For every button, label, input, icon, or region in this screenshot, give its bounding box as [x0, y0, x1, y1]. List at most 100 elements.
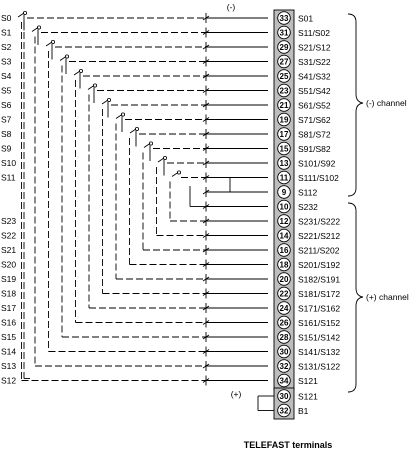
terminal-number: 31 [280, 29, 289, 38]
terminal-number: 15 [280, 145, 289, 154]
switch-knob [121, 112, 126, 117]
switch-knob [162, 155, 167, 160]
terminal-number: 18 [280, 261, 289, 270]
terminal-circle [277, 243, 291, 257]
channel-label-plus: S16 [1, 318, 16, 328]
switch-contact [17, 12, 25, 18]
terminal-label: S231/S222 [298, 217, 340, 227]
channel-label-plus: S12 [1, 376, 16, 386]
terminal-circle [277, 214, 291, 228]
channel-label-minus: S11 [1, 173, 16, 183]
channel-label-plus: S22 [1, 231, 16, 241]
channel-label-plus: S14 [1, 347, 16, 357]
terminal-circle [277, 199, 291, 214]
channel-label-minus: S2 [1, 42, 12, 52]
terminal-number: 14 [280, 232, 289, 241]
terminal-circle [277, 112, 291, 127]
terminal-circle [277, 286, 291, 301]
terminal-label: B1 [298, 406, 309, 416]
plus-channel-label: (+) channel [366, 292, 409, 302]
terminal-number: 25 [280, 72, 289, 81]
terminal-label: S211/S202 [298, 246, 340, 256]
caption: TELEFAST terminals [244, 440, 333, 450]
terminal-label: S161/S152 [298, 318, 340, 328]
terminal-label: S232 [298, 202, 318, 212]
terminal-number: 9 [282, 188, 287, 197]
switch-contact [171, 172, 179, 177]
channel-label-minus: S7 [1, 115, 12, 125]
switch-knob [65, 54, 70, 59]
switch-contact [31, 27, 39, 32]
terminal-number: 13 [280, 159, 289, 168]
terminal-number: 30 [280, 392, 289, 401]
terminal-label: S181/S172 [298, 289, 340, 299]
switch-contact [115, 114, 123, 119]
terminal-circle [277, 54, 291, 69]
terminal-number: 32 [280, 407, 289, 416]
terminal-circle [277, 170, 291, 185]
terminal-label: S21/S12 [298, 43, 331, 53]
channel-label-minus: S5 [1, 86, 12, 96]
top-polarity-label: (-) [227, 2, 236, 12]
terminal-circle [277, 156, 291, 170]
terminal-circle [277, 83, 291, 98]
terminal-number: 29 [280, 43, 289, 52]
terminal-circle [277, 69, 291, 83]
terminal-number: 20 [280, 275, 289, 284]
terminal-circle [277, 25, 291, 40]
terminal-label: S41/S32 [298, 72, 331, 82]
terminal-label: S201/S192 [298, 260, 340, 270]
terminal-label: S01 [298, 14, 313, 24]
terminal-circle [277, 127, 291, 141]
channel-label-minus: S0 [1, 13, 12, 23]
switch-contact [143, 143, 151, 148]
minus-channel-label: (-) channel [366, 98, 407, 108]
terminal-label: S71/S62 [298, 115, 331, 125]
terminal-number: 26 [280, 319, 289, 328]
terminal-number: 34 [280, 377, 289, 386]
terminal-number: 11 [280, 174, 289, 183]
channel-label-minus: S9 [1, 144, 12, 154]
terminal-number: 12 [280, 217, 289, 226]
terminal-number: 10 [280, 203, 289, 212]
switch-contact [87, 85, 95, 90]
terminal-circle [277, 301, 291, 315]
terminal-circle [277, 185, 291, 199]
terminal-number: 28 [280, 333, 289, 342]
terminal-number: 24 [280, 304, 289, 313]
terminal-circle [277, 315, 291, 330]
plus-channel-brace [347, 202, 364, 393]
switch-contact [59, 56, 67, 61]
terminal-circle [277, 403, 291, 418]
terminal-circle [277, 98, 291, 112]
terminal-label: S61/S52 [298, 101, 331, 111]
terminal-number: 22 [280, 290, 289, 299]
terminal-circle [277, 359, 291, 373]
switch-contact [45, 41, 53, 47]
terminal-label: S121 [298, 392, 318, 402]
wire-layer: S0 S1 S2 S3 S4 S5 S6 S7 S8 S9 S10 S11 S23 S22 S21 S20 S1… [1, 10, 274, 411]
terminal-number: 19 [280, 116, 289, 125]
terminal-number: 33 [280, 14, 289, 23]
channel-label-plus: S17 [1, 303, 16, 313]
terminal-circle [277, 389, 291, 403]
terminal-circle [277, 330, 291, 344]
channel-label-plus: S19 [1, 274, 16, 284]
switch-knob [22, 10, 27, 15]
channel-label-plus: S13 [1, 361, 16, 371]
switch-knob [107, 98, 112, 103]
channel-label-plus: S23 [1, 216, 16, 226]
terminal-label: S111/S102 [298, 173, 339, 183]
switch-knob [148, 141, 153, 146]
terminal-label: S112 [298, 188, 317, 198]
channel-label-plus: S21 [1, 245, 16, 255]
switch-knob [134, 127, 139, 132]
terminal-label: S51/S42 [298, 86, 331, 96]
switch-knob [93, 83, 98, 88]
channel-label-plus: S15 [1, 332, 16, 342]
terminal-label: S91/S82 [298, 144, 331, 154]
terminal-number: 32 [280, 362, 289, 371]
terminal-number: 16 [280, 246, 289, 255]
switch-contact [73, 70, 81, 76]
channel-label-minus: S8 [1, 129, 12, 139]
